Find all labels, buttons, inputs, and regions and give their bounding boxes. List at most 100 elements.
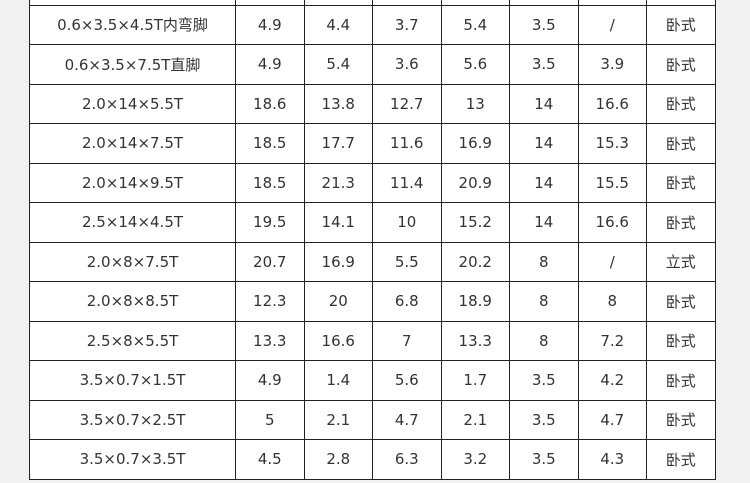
table-row: 2.0×8×7.5T 20.7 16.9 5.5 20.2 8/立式 [29, 241, 716, 282]
value-cell: 14 [509, 83, 579, 124]
value-cell: 16.6 [577, 83, 647, 124]
value-cell: 4.9 [235, 44, 305, 85]
value-cell: 卧式 [646, 320, 716, 361]
value-cell: 20.9 [440, 162, 510, 203]
table-row: 3.5×0.7×3.5T 4.5 2.8 6.3 3.2 3.5 4.3 卧式 [29, 439, 716, 480]
value-cell: 卧式 [646, 399, 716, 440]
model-cell: 3.5×0.7×1.5T [29, 360, 236, 401]
value-cell: 16.9 [303, 241, 373, 282]
model-cell: 2.0×14×9.5T [29, 162, 236, 203]
value-cell: 5.4 [303, 44, 373, 85]
table-row: 2.5×14×4.5T 19.5 14.1 10 15.2 14 16.6 卧式 [29, 202, 716, 243]
value-cell: 2.8 [303, 439, 373, 480]
table-row: 2.0×14×9.5T 18.5 21.3 11.4 20.9 14 15.5 卧式 [29, 162, 716, 203]
value-cell: 3.9 [577, 44, 647, 85]
value-cell: 4.9 [235, 360, 305, 401]
value-cell: 4.9 [235, 4, 305, 45]
value-cell: 3.6 [372, 44, 442, 85]
value-cell: 4.5 [235, 439, 305, 480]
model-cell: 3.5×0.7×3.5T [29, 439, 236, 480]
value-cell: 8 [509, 281, 579, 322]
value-cell: 12.3 [235, 281, 305, 322]
value-cell: 7.2 [577, 320, 647, 361]
value-cell: 13.8 [303, 83, 373, 124]
value-cell: 16.6 [577, 202, 647, 243]
value-cell: 13 [440, 83, 510, 124]
value-cell: 15.2 [440, 202, 510, 243]
value-cell: 卧式 [646, 4, 716, 45]
value-cell: 4.4 [303, 4, 373, 45]
value-cell: 18.6 [235, 83, 305, 124]
value-cell: 10 [372, 202, 442, 243]
value-cell: 20.7 [235, 241, 305, 282]
value-cell: 21.3 [303, 162, 373, 203]
value-cell: 7 [372, 320, 442, 361]
value-cell: 8 [577, 281, 647, 322]
value-cell: 5.6 [372, 360, 442, 401]
value-cell: 15.5 [577, 162, 647, 203]
spec-table-container: 0.6×3.5×4.5T内弯脚 4.9 4.4 3.7 5.4 3.5/卧式 0.6×3.5… [29, 0, 716, 480]
value-cell: 14 [509, 162, 579, 203]
value-cell: 2.1 [440, 399, 510, 440]
value-cell: 4.3 [577, 439, 647, 480]
model-cell: 2.5×8×5.5T [29, 320, 236, 361]
value-cell: 立式 [646, 241, 716, 282]
model-cell: 2.0×8×8.5T [29, 281, 236, 322]
value-cell: 17.7 [303, 123, 373, 164]
value-cell: 4.7 [372, 399, 442, 440]
model-cell: 2.0×14×5.5T [29, 83, 236, 124]
value-cell: 卧式 [646, 281, 716, 322]
table-row: 0.6×3.5×7.5T直脚 4.9 5.4 3.6 5.6 3.5 3.9 卧式 [29, 44, 716, 85]
value-cell: 13.3 [440, 320, 510, 361]
value-cell: 3.5 [509, 360, 579, 401]
value-cell: 3.5 [509, 399, 579, 440]
value-cell: 6.8 [372, 281, 442, 322]
value-cell: 11.6 [372, 123, 442, 164]
value-cell: 4.7 [577, 399, 647, 440]
value-cell: 卧式 [646, 123, 716, 164]
table-row: 3.5×0.7×1.5T 4.9 1.4 5.6 1.7 3.5 4.2 卧式 [29, 360, 716, 401]
value-cell: 16.9 [440, 123, 510, 164]
value-cell: 5 [235, 399, 305, 440]
value-cell: 8 [509, 241, 579, 282]
value-cell: 13.3 [235, 320, 305, 361]
model-cell: 2.5×14×4.5T [29, 202, 236, 243]
value-cell: 卧式 [646, 439, 716, 480]
value-cell: 20 [303, 281, 373, 322]
value-cell: 20.2 [440, 241, 510, 282]
table-row: 0.6×3.5×4.5T内弯脚 4.9 4.4 3.7 5.4 3.5/卧式 [29, 4, 716, 45]
value-cell: / [577, 241, 647, 282]
value-cell: 8 [509, 320, 579, 361]
value-cell: 16.6 [303, 320, 373, 361]
value-cell: 6.3 [372, 439, 442, 480]
value-cell: 3.7 [372, 4, 442, 45]
table-row: 2.0×14×5.5T 18.6 13.8 12.7 13 14 16.6 卧式 [29, 83, 716, 124]
value-cell: 卧式 [646, 44, 716, 85]
value-cell: 12.7 [372, 83, 442, 124]
model-cell: 0.6×3.5×7.5T直脚 [29, 44, 236, 85]
value-cell: 5.6 [440, 44, 510, 85]
value-cell: 3.2 [440, 439, 510, 480]
value-cell: 11.4 [372, 162, 442, 203]
value-cell: 18.9 [440, 281, 510, 322]
value-cell: 5.5 [372, 241, 442, 282]
table-row: 2.0×14×7.5T 18.5 17.7 11.6 16.9 14 15.3 卧式 [29, 123, 716, 164]
spec-table: 0.6×3.5×4.5T内弯脚 4.9 4.4 3.7 5.4 3.5/卧式 0.6×3.5… [29, 0, 716, 480]
spec-table-body: 0.6×3.5×4.5T内弯脚 4.9 4.4 3.7 5.4 3.5/卧式 0.6×3.5… [29, 0, 716, 480]
value-cell: 卧式 [646, 162, 716, 203]
value-cell: 3.5 [509, 4, 579, 45]
value-cell: 14.1 [303, 202, 373, 243]
value-cell: 2.1 [303, 399, 373, 440]
model-cell: 2.0×8×7.5T [29, 241, 236, 282]
value-cell: 18.5 [235, 123, 305, 164]
value-cell: 3.5 [509, 44, 579, 85]
table-row: 2.0×8×8.5T 12.3 20 6.8 18.9 8 8 卧式 [29, 281, 716, 322]
model-cell: 0.6×3.5×4.5T内弯脚 [29, 4, 236, 45]
value-cell: 19.5 [235, 202, 305, 243]
value-cell: 卧式 [646, 360, 716, 401]
value-cell: 卧式 [646, 83, 716, 124]
value-cell: / [577, 4, 647, 45]
value-cell: 4.2 [577, 360, 647, 401]
value-cell: 14 [509, 123, 579, 164]
value-cell: 18.5 [235, 162, 305, 203]
